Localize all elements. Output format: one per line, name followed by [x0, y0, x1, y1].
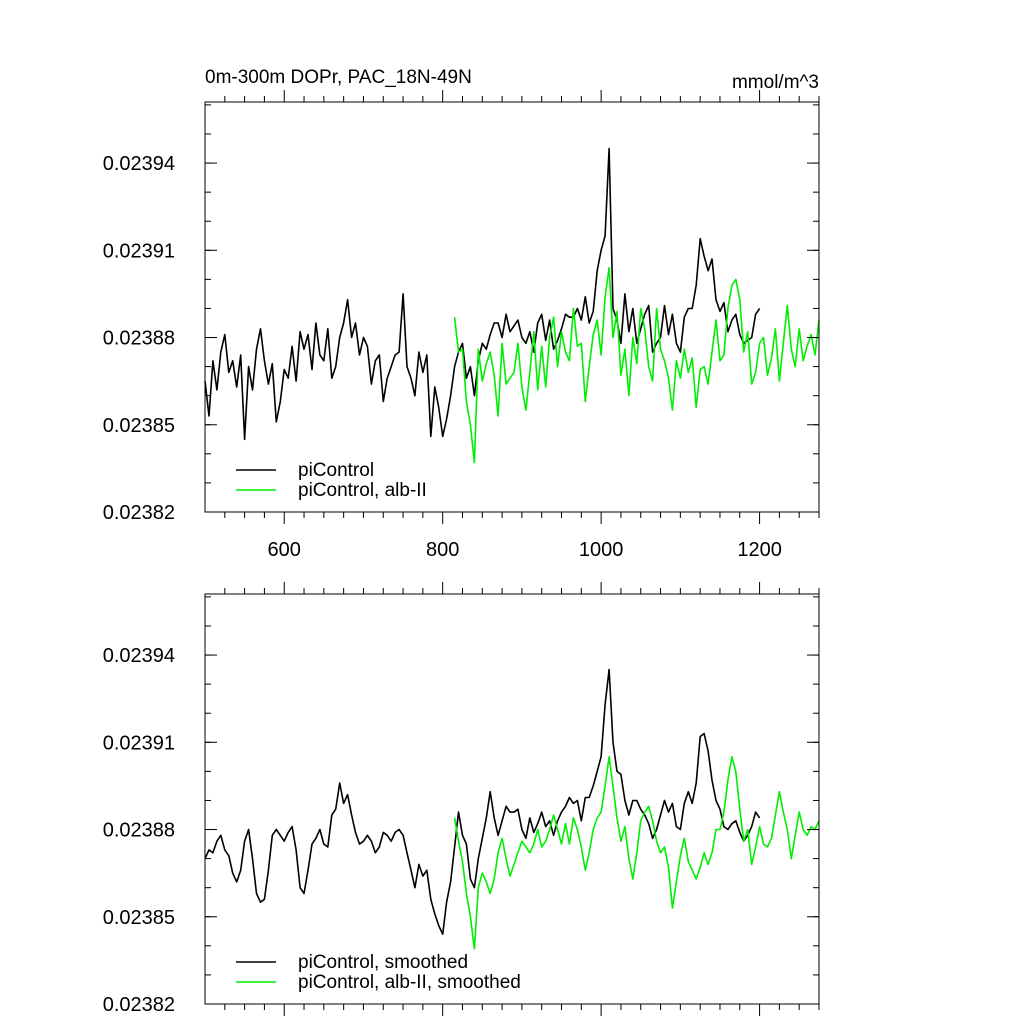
- y-tick-label: 0.02388: [103, 328, 175, 350]
- top-series-layer: [204, 147, 820, 464]
- legend-label-picontrol-smoothed: piControl, smoothed: [298, 952, 468, 973]
- y-tick-label: 0.02388: [103, 820, 175, 842]
- y-tick-label: 0.02394: [103, 645, 175, 667]
- top-legend: piControl piControl, alb-II: [236, 460, 427, 501]
- y-tick-label: 0.02385: [103, 415, 175, 437]
- bottom-tick-layer: 0.02382 0.02385 0.02388 0.02391 0.02394: [103, 582, 820, 1016]
- legend-label-picontrol: piControl: [298, 460, 374, 481]
- bottom-series-layer: [204, 668, 820, 950]
- legend-label-picontrol-alb-ii: piControl, alb-II: [298, 480, 427, 501]
- y-tick-label: 0.02391: [103, 240, 175, 262]
- top-panel: 0.02382 0.02385 0.02388 0.02391 0.02394 600 80…: [103, 67, 820, 561]
- y-tick-label: 0.02391: [103, 732, 175, 754]
- x-tick-label: 600: [268, 539, 301, 561]
- top-tick-layer: 0.02382 0.02385 0.02388 0.02391 0.02394 600 80…: [103, 90, 820, 561]
- series-line-picontrol-alb-ii: [453, 266, 820, 464]
- series-line-picontrol: [204, 147, 761, 441]
- x-tick-label: 1200: [737, 539, 782, 561]
- top-plot-frame: [204, 101, 820, 513]
- bottom-plot-frame: [204, 593, 820, 1005]
- y-tick-label: 0.02382: [103, 994, 175, 1016]
- legend-label-picontrol-alb-ii-smoothed: piControl, alb-II, smoothed: [298, 972, 521, 993]
- series-line-picontrol-smoothed: [204, 668, 761, 936]
- y-tick-label: 0.02385: [103, 907, 175, 929]
- bottom-legend: piControl, smoothed piControl, alb-II, s…: [236, 952, 521, 993]
- y-tick-label: 0.02394: [103, 153, 175, 175]
- top-panel-units: mmol/m^3: [732, 72, 819, 93]
- x-tick-label: 800: [426, 539, 459, 561]
- series-line-picontrol-alb-ii-smoothed: [453, 755, 820, 950]
- y-tick-label: 0.02382: [103, 502, 175, 524]
- top-panel-title: 0m-300m DOPr, PAC_18N-49N: [205, 67, 472, 88]
- x-tick-label: 1000: [579, 539, 624, 561]
- bottom-panel: 0.02382 0.02385 0.02388 0.02391 0.02394 piCo…: [103, 582, 820, 1016]
